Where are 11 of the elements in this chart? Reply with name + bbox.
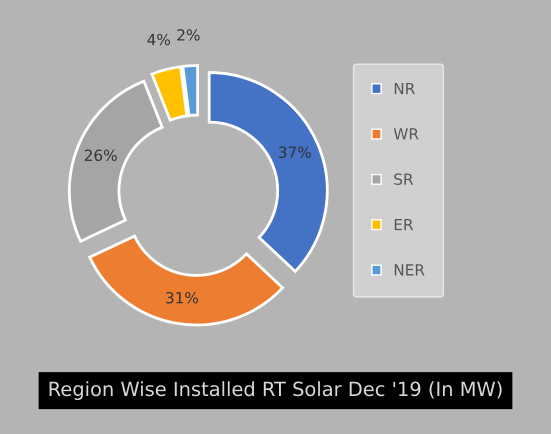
legend-label: ER — [394, 218, 414, 230]
legend-label: NER — [394, 264, 425, 276]
data-label: 26% — [84, 150, 117, 162]
legend-label: WR — [394, 128, 419, 140]
legend-label: SR — [394, 173, 414, 185]
data-label: 4% — [147, 34, 170, 46]
data-label: 2% — [177, 29, 200, 41]
data-label: 37% — [278, 146, 311, 158]
legend-label: NR — [394, 82, 415, 94]
data-label: 31% — [166, 292, 198, 304]
text: Region Wise Installed RT Solar Dec '19 (In MW) — [50, 381, 502, 400]
